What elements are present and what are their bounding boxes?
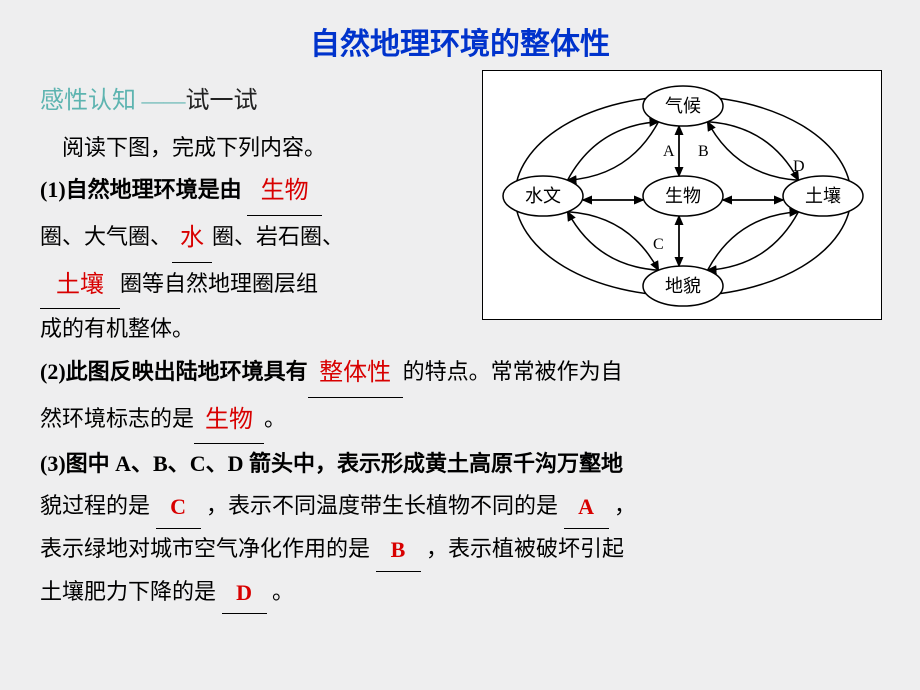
svg-text:土壤: 土壤 [805, 186, 841, 206]
q2-b: 的特点。常常被作为自 [403, 359, 623, 384]
q1-line2b: 圈、岩石圈、 [212, 224, 344, 249]
q1-line2: 圈、大气圈、水圈、岩石圈、 [40, 215, 490, 262]
q3-blankA: A [564, 486, 609, 529]
q3-ansA: A [578, 494, 594, 519]
q1-blank3: 土壤 [40, 263, 120, 310]
q1-line2a: 圈、大气圈、 [40, 224, 172, 249]
subtitle-dash: —— [142, 88, 186, 113]
q3-a: (3)图中 A、B、C、D 箭头中，表示形成黄土高原千沟万壑地 [40, 451, 623, 476]
subtitle-try: 试一试 [186, 88, 258, 114]
q3-d1: 土壤肥力下降的是 [40, 579, 216, 604]
svg-text:地貌: 地貌 [665, 276, 701, 296]
q3-blankD: D [222, 572, 267, 615]
q2-d: 。 [264, 406, 286, 431]
q2-line2: 然环境标志的是生物。 [40, 397, 880, 444]
q2-line1: (2)此图反映出陆地环境具有整体性的特点。常常被作为自 [40, 350, 880, 397]
q3-line2: 貌过程的是 C ，表示不同温度带生长植物不同的是 A ， [40, 485, 880, 528]
q3-d2: 。 [272, 579, 294, 604]
q3-c2: ，表示植被破坏引起 [426, 536, 624, 561]
instruction-text: 阅读下图，完成下列内容。 [62, 135, 326, 160]
q1-line3: 土壤圈等自然地理圈层组 [40, 262, 490, 309]
q2-c: 然环境标志的是 [40, 406, 194, 431]
diagram: 气候水文 生物 土壤地貌 A B C D [482, 70, 882, 320]
q3-ansB: B [391, 537, 406, 562]
q3-line3: 表示绿地对城市空气净化作用的是 B ，表示植被破坏引起 [40, 528, 880, 571]
q1-ans1: 生物 [261, 178, 309, 204]
q3-c1: 表示绿地对城市空气净化作用的是 [40, 536, 370, 561]
q1-line3b: 圈等自然地理圈层组 [120, 271, 318, 296]
q2-ans1: 整体性 [319, 360, 391, 386]
q1-blank1: 生物 [247, 169, 322, 216]
q2-blank2: 生物 [194, 398, 264, 445]
q3-ansD: D [236, 580, 252, 605]
q3-blankB: B [376, 529, 421, 572]
q3-b3: ， [614, 493, 636, 518]
instruction: 阅读下图，完成下列内容。 [40, 127, 490, 169]
q2-a: (2)此图反映出陆地环境具有 [40, 359, 308, 384]
q1-line1: (1)自然地理环境是由 生物 [40, 168, 490, 215]
page-title: 自然地理环境的整体性 [40, 16, 880, 73]
q1-ans2: 水 [180, 225, 204, 251]
q2-blank1: 整体性 [308, 351, 403, 398]
q3-line1: (3)图中 A、B、C、D 箭头中，表示形成黄土高原千沟万壑地 [40, 443, 880, 485]
diagram-svg: 气候水文 生物 土壤地貌 A B C D [483, 71, 883, 321]
svg-text:水文: 水文 [525, 186, 561, 206]
svg-text:D: D [793, 158, 805, 175]
q3-blankC: C [156, 486, 201, 529]
q3-b1: 貌过程的是 [40, 493, 150, 518]
svg-text:C: C [653, 236, 664, 253]
svg-text:A: A [663, 143, 675, 160]
q1-blank2: 水 [172, 216, 212, 263]
q3-line4: 土壤肥力下降的是 D 。 [40, 571, 880, 614]
q3-ansC: C [170, 494, 186, 519]
svg-text:B: B [698, 143, 709, 160]
q1-lead: (1)自然地理环境是由 [40, 177, 242, 202]
subtitle-sense: 感性认知 [40, 88, 136, 114]
q3-b2: ，表示不同温度带生长植物不同的是 [206, 493, 558, 518]
svg-text:气候: 气候 [665, 96, 701, 116]
q2-ans2: 生物 [205, 407, 253, 433]
svg-text:生物: 生物 [665, 186, 701, 206]
q1-ans3: 土壤 [56, 272, 104, 298]
